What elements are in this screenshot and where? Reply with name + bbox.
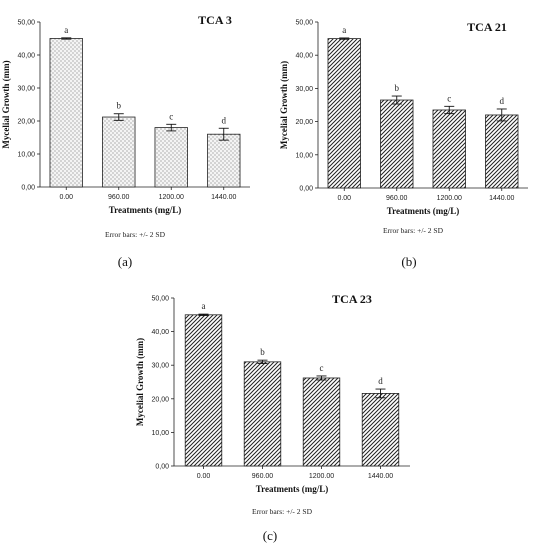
bar-1440.00 [207,133,241,188]
y-tick-label: 0,00 [155,464,169,471]
significance-label: a [202,301,206,311]
bar-0.00 [49,38,83,188]
y-tick-label: 40,00 [17,53,35,60]
bar-1200.00 [432,109,466,189]
panel-label: (b) [401,254,416,269]
chart-panel-2: 0,00 10,00 20,00 30,00 40,00 50,00 a 0.00 b 960.0… [279,20,528,269]
significance-label: c [320,363,324,373]
x-tick-label: 0.00 [197,473,211,480]
y-tick-label: 10,00 [151,430,169,437]
y-tick-label: 30,00 [151,363,169,370]
x-axis-title: Treatments (mg/L) [256,484,328,494]
y-tick-label: 20,00 [17,119,35,126]
bar-1200.00 [154,127,188,188]
significance-label: a [342,25,346,35]
significance-label: d [222,115,227,125]
significance-label: d [500,96,505,106]
y-tick-label: 40,00 [151,329,169,336]
panel-label: (a) [118,254,132,269]
significance-label: b [117,101,122,111]
bar-1200.00 [302,377,341,467]
x-tick-label: 1200.00 [437,195,462,202]
x-tick-label: 1440.00 [211,194,236,201]
y-tick-label: 10,00 [295,152,313,159]
chart-title: TCA 3 [198,13,232,27]
y-tick-label: 0,00 [21,185,35,192]
significance-label: c [169,111,173,121]
significance-label: a [64,25,68,35]
x-tick-label: 960.00 [386,195,408,202]
y-tick-label: 50,00 [17,20,35,27]
y-tick-label: 0,00 [299,186,313,193]
x-tick-label: 1200.00 [159,194,184,201]
y-axis-title: Mycelial Growth (mm) [279,61,289,149]
error-bars-note: Error bars: +/- 2 SD [252,507,313,516]
x-tick-label: 1200.00 [309,473,334,480]
chart-title: TCA 23 [332,292,372,306]
y-tick-label: 20,00 [151,396,169,403]
bar-0.00 [327,38,361,189]
x-tick-label: 0.00 [337,195,351,202]
y-tick-label: 30,00 [295,86,313,93]
y-tick-label: 50,00 [295,20,313,27]
y-axis-title: Mycelial Growth (mm) [135,338,145,426]
y-tick-label: 50,00 [151,296,169,303]
x-tick-label: 0.00 [59,194,73,201]
bar-960.00 [380,99,414,189]
bar-1440.00 [361,393,400,467]
significance-label: c [447,93,451,103]
x-axis-title: Treatments (mg/L) [387,206,459,216]
error-bars-note: Error bars: +/- 2 SD [383,226,444,235]
significance-label: b [260,347,265,357]
y-axis-title: Mycelial Growth (mm) [1,60,11,148]
x-tick-label: 1440.00 [368,473,393,480]
error-bars-note: Error bars: +/- 2 SD [105,230,166,239]
x-axis-title: Treatments (mg/L) [109,205,181,215]
y-tick-label: 30,00 [17,86,35,93]
x-tick-label: 1440.00 [489,195,514,202]
panel-label: (c) [263,528,277,543]
y-tick-label: 40,00 [295,53,313,60]
x-tick-label: 960.00 [108,194,130,201]
significance-label: b [395,83,400,93]
bar-960.00 [243,361,282,467]
bar-0.00 [184,314,223,467]
x-tick-label: 960.00 [252,473,274,480]
y-tick-label: 20,00 [295,119,313,126]
chart-title: TCA 21 [467,20,507,34]
y-tick-label: 10,00 [17,152,35,159]
bar-1440.00 [485,114,519,189]
chart-panel-3: 0,00 10,00 20,00 30,00 40,00 50,00 a 0.00 b 960.0… [135,292,410,543]
significance-label: d [378,376,383,386]
chart-panel-1: 0,00 10,00 20,00 30,00 40,00 50,00 a 0.00 b 960.0… [1,13,250,269]
bar-960.00 [102,116,136,188]
